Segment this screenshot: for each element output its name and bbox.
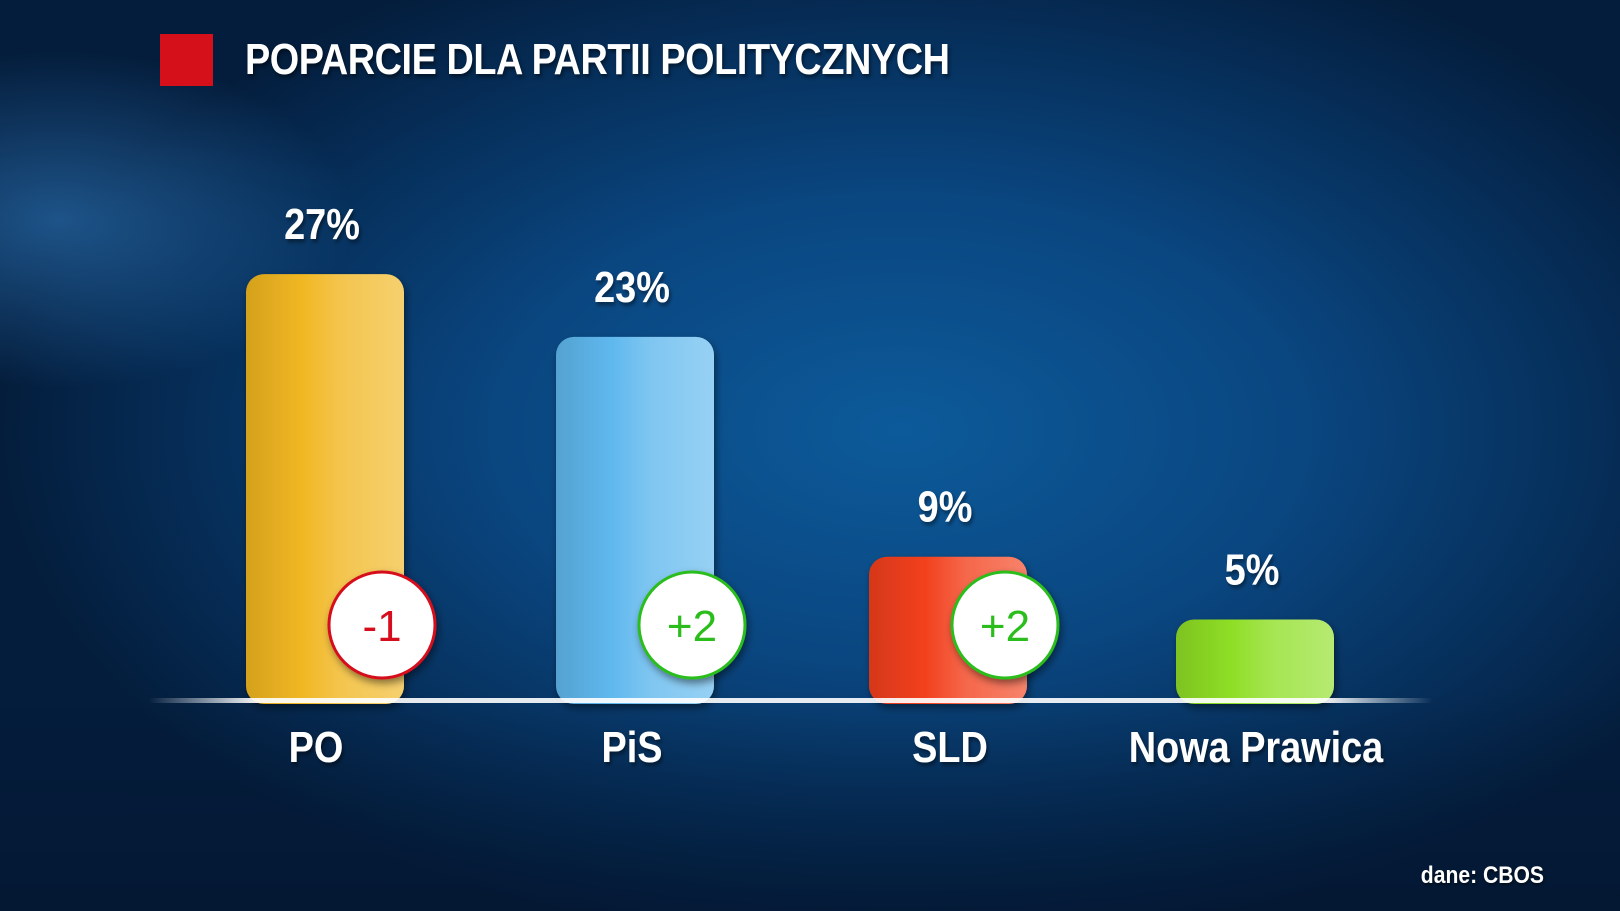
x-axis-line [148, 698, 1433, 703]
category-label: Nowa Prawica [1129, 722, 1384, 771]
change-badge-circle [637, 570, 747, 680]
change-badge-text: +2 [667, 602, 717, 651]
change-badge-text: +2 [980, 602, 1030, 651]
bar-nowa-prawica [1176, 619, 1334, 704]
value-label: 23% [594, 262, 670, 311]
value-label: 5% [1225, 545, 1280, 594]
title-marker [160, 34, 213, 86]
category-label: PiS [602, 722, 663, 771]
data-source: dane: CBOS [1420, 862, 1544, 889]
value-label: 27% [284, 199, 360, 248]
value-label: 9% [918, 482, 973, 531]
category-label: PO [289, 722, 344, 771]
change-badge: +2 [637, 570, 747, 680]
change-badge-circle [327, 570, 437, 680]
change-badge-text: -1 [362, 602, 401, 651]
change-badge-circle [950, 570, 1060, 680]
chart-title: POPARCIE DLA PARTII POLITYCZNYCH [245, 35, 950, 84]
change-badge: -1 [327, 570, 437, 680]
change-badge: +2 [950, 570, 1060, 680]
category-label: SLD [912, 722, 988, 771]
